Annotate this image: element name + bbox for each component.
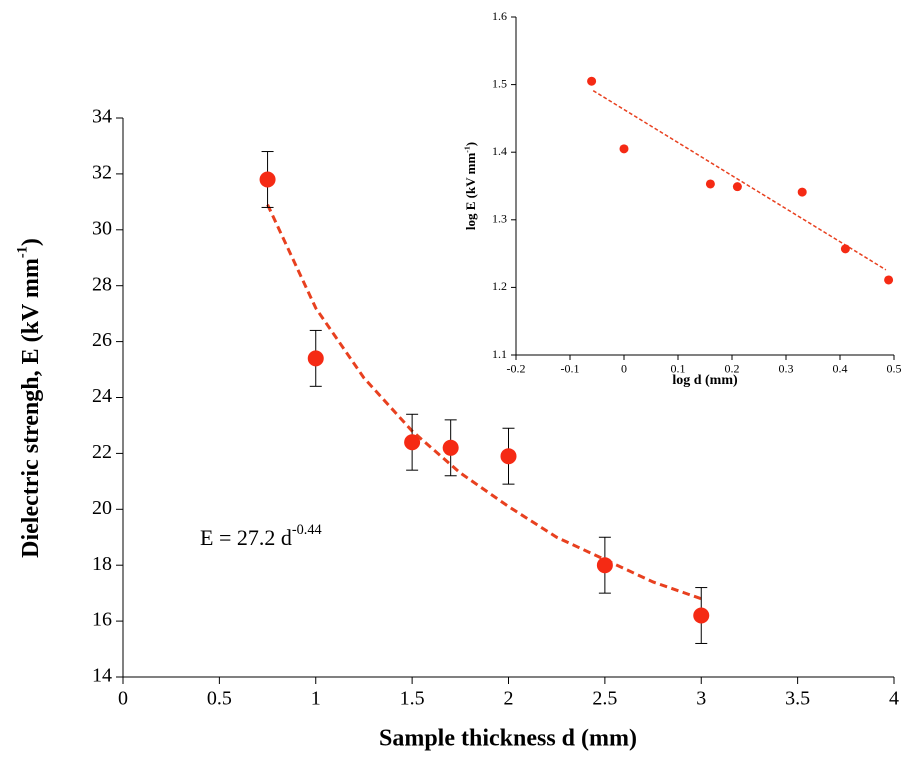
data-point (705, 179, 715, 189)
y-axis-title-superscript: -1 (15, 246, 31, 258)
x-tick-label: 3 (696, 688, 706, 710)
data-point (587, 76, 597, 86)
data-point (797, 187, 807, 197)
y-tick-label: 1.6 (492, 9, 507, 23)
x-tick-label: 0.4 (833, 361, 848, 375)
x-tick-label: 2.5 (592, 688, 617, 710)
y-axis-title-part: Dielectric strengh, E (kV mm (18, 258, 44, 558)
x-axis-title: Sample thickness d (mm) (379, 726, 637, 752)
y-tick-label: 1.2 (492, 279, 507, 293)
y-axis-title-part: ) (463, 142, 478, 146)
y-axis-title: Dielectric strengh, E (kV mm-1) (15, 238, 44, 558)
data-point (442, 439, 459, 456)
fit-equation-text: E = 27.2 d (200, 525, 292, 550)
y-tick-label: 26 (92, 329, 112, 351)
data-point (500, 448, 517, 465)
data-point (840, 244, 850, 254)
x-tick-label: 1 (311, 688, 321, 710)
y-tick-label: 20 (92, 497, 112, 519)
data-point (693, 607, 710, 624)
y-axis-title-superscript: -1 (462, 146, 471, 153)
x-tick-label: -0.1 (561, 361, 580, 375)
x-tick-label: 0.5 (207, 688, 232, 710)
y-tick-label: 1.1 (492, 347, 507, 361)
y-tick-label: 32 (92, 161, 112, 183)
y-tick-label: 30 (92, 217, 112, 239)
x-tick-label: 1.5 (400, 688, 425, 710)
y-axis-title: log E (kV mm-1) (462, 142, 478, 230)
x-tick-label: 0.5 (887, 361, 902, 375)
y-axis-title-part: log E (kV mm (463, 153, 478, 231)
data-point (404, 434, 421, 451)
y-axis-title-part: ) (18, 238, 44, 246)
x-axis-title: log d (mm) (672, 373, 738, 388)
data-point (596, 557, 613, 574)
x-tick-label: 0.1 (671, 361, 686, 375)
data-point (619, 144, 629, 154)
data-point (307, 350, 324, 367)
data-point (884, 275, 894, 285)
x-tick-label: 2 (504, 688, 514, 710)
x-tick-label: 0 (621, 361, 627, 375)
y-tick-label: 1.3 (492, 212, 507, 226)
fit-line (592, 90, 887, 271)
fit-equation: E = 27.2 d-0.44 (200, 522, 322, 550)
x-tick-label: 3.5 (785, 688, 810, 710)
y-tick-label: 14 (92, 665, 112, 687)
data-point (259, 171, 276, 188)
y-tick-label: 1.5 (492, 76, 507, 90)
x-tick-label: -0.2 (507, 361, 526, 375)
y-tick-label: 16 (92, 609, 112, 631)
y-tick-label: 1.4 (492, 144, 507, 158)
fit-equation-exponent: -0.44 (292, 522, 322, 538)
x-tick-label: 0.3 (779, 361, 794, 375)
y-tick-label: 22 (92, 441, 112, 463)
fit-line (266, 204, 702, 601)
x-tick-label: 4 (889, 688, 899, 710)
x-tick-label: 0 (118, 688, 128, 710)
y-tick-label: 34 (92, 106, 112, 128)
y-tick-label: 24 (92, 385, 112, 407)
y-tick-label: 18 (92, 553, 112, 575)
y-tick-label: 28 (92, 273, 112, 295)
data-point (732, 182, 742, 192)
x-tick-label: 0.2 (725, 361, 740, 375)
